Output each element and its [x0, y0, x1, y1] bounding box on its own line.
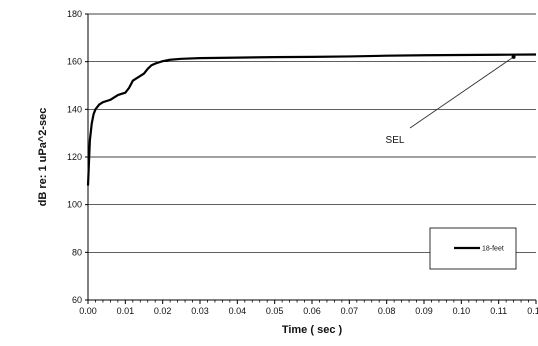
x-tick-label: 0.10 [453, 306, 471, 316]
x-tick-label: 0.00 [79, 306, 97, 316]
x-tick-label: 0.01 [117, 306, 135, 316]
x-tick-label: 0.12 [527, 306, 538, 316]
y-tick-label: 100 [67, 200, 82, 210]
legend-label: 18-feet [482, 246, 504, 253]
x-tick-label: 0.11 [490, 306, 507, 316]
y-tick-label: 120 [67, 152, 82, 162]
annotation-leader-line [409, 56, 514, 129]
series-lines [86, 53, 537, 186]
x-tick-label: 0.09 [415, 306, 433, 316]
x-tick-label: 0.05 [266, 306, 284, 316]
x-tick-label: 0.03 [191, 306, 209, 316]
y-tick-label: 80 [72, 247, 82, 257]
x-tick-label: 0.04 [229, 306, 247, 316]
x-tick-label: 0.07 [341, 306, 359, 316]
x-tick-label: 0.08 [378, 306, 396, 316]
ticks: 60 80 100 120 140 160 180 0.00 0.01 0.02 0.03 0.04 0… [67, 9, 538, 316]
y-tick-label: 180 [67, 9, 82, 19]
gridlines [88, 13, 536, 253]
y-tick-label: 160 [67, 57, 82, 67]
x-tick-label: 0.06 [303, 306, 321, 316]
legend: 18-feet [429, 227, 517, 270]
annotation-label: SEL [386, 135, 405, 146]
y-axis-title: dB re: 1 uPa^2-sec [37, 108, 49, 207]
x-tick-label: 0.02 [154, 306, 172, 316]
y-tick-label: 140 [67, 104, 82, 114]
series-line-18-feet [86, 53, 537, 186]
annotations: SEL [386, 54, 516, 146]
y-tick-label: 60 [72, 295, 82, 305]
x-axis-title: Time ( sec ) [282, 324, 343, 336]
annotation-marker [511, 54, 516, 59]
